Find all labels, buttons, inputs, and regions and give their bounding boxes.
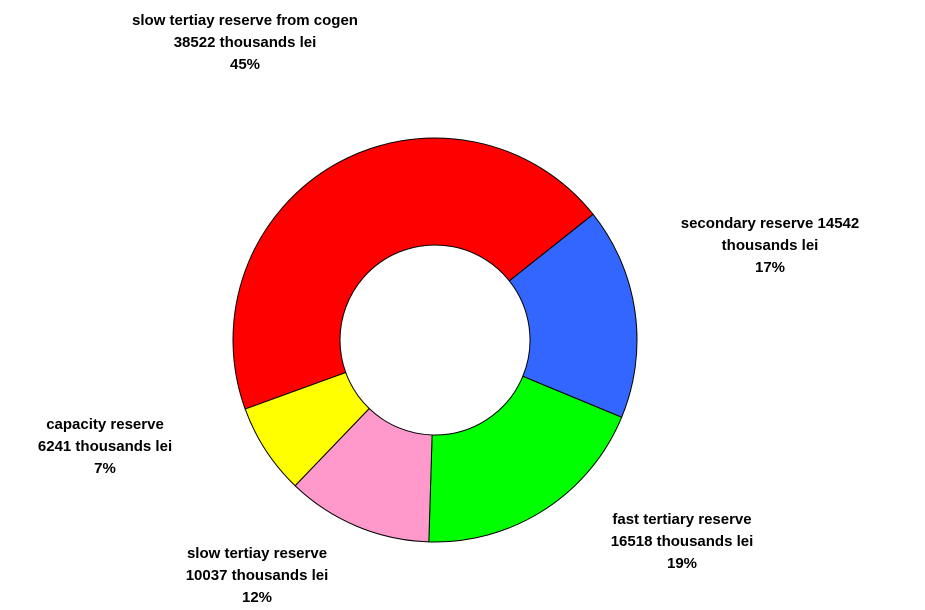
slice-label: slow tertiay reserve 10037 thousands lei… — [147, 543, 367, 609]
category-label: slow tertiay reserve from cogen — [132, 12, 358, 29]
slice-label: slow tertiay reserve from cogen 38522 th… — [120, 10, 370, 76]
percent-label: 7% — [94, 460, 116, 477]
value-label: 10037 thousands lei — [185, 567, 329, 584]
category-label: secondary reserve — [680, 215, 814, 232]
percent-label: 45% — [229, 56, 261, 73]
value-label: 16518 thousands lei — [610, 533, 754, 550]
percent-label: 12% — [241, 589, 273, 606]
donut-slice — [508, 213, 638, 418]
value-label: 6241 thousands lei — [37, 438, 173, 455]
slice-label: secondary reserve 14542 thousands lei 17… — [662, 213, 878, 279]
percent-label: 19% — [666, 555, 698, 572]
slice-label: capacity reserve 6241 thousands lei 7% — [5, 414, 205, 480]
category-label: capacity reserve — [46, 416, 164, 433]
percent-label: 17% — [754, 259, 786, 276]
donut-slice — [244, 371, 370, 487]
donut-slice — [428, 375, 623, 543]
category-label: slow tertiay reserve — [186, 545, 328, 562]
donut-slice — [232, 137, 594, 410]
value-label: 14542 thousands lei — [721, 215, 860, 254]
slice-label: fast tertiary reserve 16518 thousands le… — [572, 509, 792, 575]
category-label: fast tertiary reserve — [612, 511, 752, 528]
value-label: 38522 thousands lei — [173, 34, 317, 51]
